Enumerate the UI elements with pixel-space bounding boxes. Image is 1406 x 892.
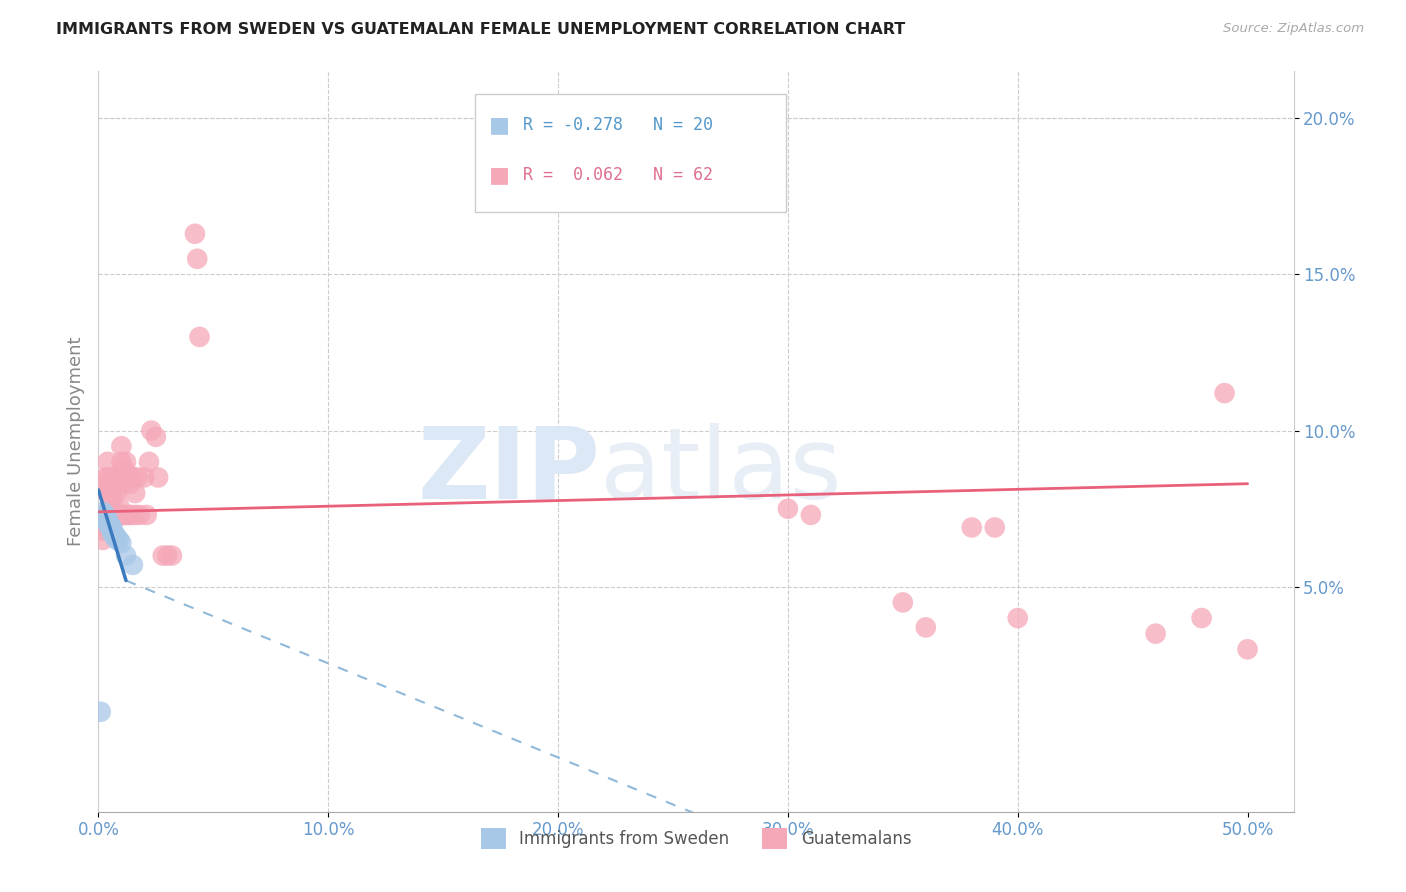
Point	[160, 549, 183, 563]
Legend: Immigrants from Sweden, Guatemalans: Immigrants from Sweden, Guatemalans	[474, 822, 918, 855]
Point	[145, 430, 167, 444]
Point	[184, 227, 207, 241]
Point	[97, 514, 120, 528]
Point	[120, 508, 142, 522]
Point	[117, 467, 139, 482]
Point	[108, 499, 131, 513]
Point	[103, 480, 125, 494]
Point	[1007, 611, 1029, 625]
Point	[1236, 642, 1258, 657]
Point	[97, 470, 120, 484]
Point	[800, 508, 823, 522]
Point	[97, 455, 120, 469]
Point	[94, 480, 117, 494]
Point	[98, 520, 121, 534]
Point	[1191, 611, 1213, 625]
Point	[101, 486, 124, 500]
Point	[97, 517, 120, 532]
Point	[94, 517, 117, 532]
Y-axis label: Female Unemployment: Female Unemployment	[66, 337, 84, 546]
Point	[108, 480, 131, 494]
Point	[98, 470, 121, 484]
Text: ■: ■	[489, 115, 510, 135]
Point	[103, 470, 125, 484]
Text: R = -0.278   N = 20: R = -0.278 N = 20	[523, 116, 713, 134]
Point	[101, 517, 124, 532]
FancyBboxPatch shape	[475, 94, 786, 212]
Point	[98, 499, 121, 513]
Point	[960, 520, 983, 534]
Point	[97, 486, 120, 500]
Point	[112, 461, 135, 475]
Point	[101, 495, 124, 509]
Point	[103, 530, 125, 544]
Point	[94, 508, 117, 522]
Point	[105, 486, 128, 500]
Point	[120, 476, 142, 491]
Point	[152, 549, 174, 563]
Point	[110, 439, 132, 453]
Point	[97, 511, 120, 525]
Point	[148, 470, 170, 484]
Point	[134, 470, 156, 484]
Text: ■: ■	[489, 165, 510, 185]
Point	[90, 517, 112, 532]
Point	[101, 526, 124, 541]
Text: IMMIGRANTS FROM SWEDEN VS GUATEMALAN FEMALE UNEMPLOYMENT CORRELATION CHART: IMMIGRANTS FROM SWEDEN VS GUATEMALAN FEM…	[56, 22, 905, 37]
Point	[105, 470, 128, 484]
Point	[105, 508, 128, 522]
Point	[115, 455, 138, 469]
Point	[91, 524, 114, 538]
Point	[891, 595, 914, 609]
Text: Source: ZipAtlas.com: Source: ZipAtlas.com	[1223, 22, 1364, 36]
Point	[110, 536, 132, 550]
Point	[135, 508, 157, 522]
Point	[101, 520, 124, 534]
Point	[1213, 386, 1236, 401]
Point	[188, 330, 211, 344]
Point	[110, 455, 132, 469]
Point	[186, 252, 208, 266]
Text: R =  0.062   N = 62: R = 0.062 N = 62	[523, 166, 713, 184]
Point	[98, 517, 121, 532]
Point	[105, 533, 128, 547]
Point	[105, 530, 128, 544]
Point	[138, 455, 160, 469]
Point	[103, 526, 125, 541]
Point	[103, 508, 125, 522]
Point	[127, 470, 149, 484]
Text: ZIP: ZIP	[418, 423, 600, 520]
Point	[108, 533, 131, 547]
Point	[122, 558, 145, 572]
Point	[115, 508, 138, 522]
Point	[91, 505, 114, 519]
Point	[101, 524, 124, 538]
Point	[128, 508, 150, 522]
Point	[117, 508, 139, 522]
Point	[141, 424, 163, 438]
Point	[776, 501, 799, 516]
Point	[984, 520, 1007, 534]
Point	[112, 508, 135, 522]
Point	[110, 508, 132, 522]
Point	[124, 486, 146, 500]
Point	[124, 508, 146, 522]
Point	[914, 620, 936, 634]
Text: atlas: atlas	[600, 423, 842, 520]
Point	[156, 549, 179, 563]
Point	[98, 480, 121, 494]
Point	[90, 511, 112, 525]
Point	[91, 533, 114, 547]
Point	[90, 705, 112, 719]
Point	[115, 549, 138, 563]
Point	[122, 470, 145, 484]
Point	[1144, 626, 1167, 640]
Point	[94, 470, 117, 484]
